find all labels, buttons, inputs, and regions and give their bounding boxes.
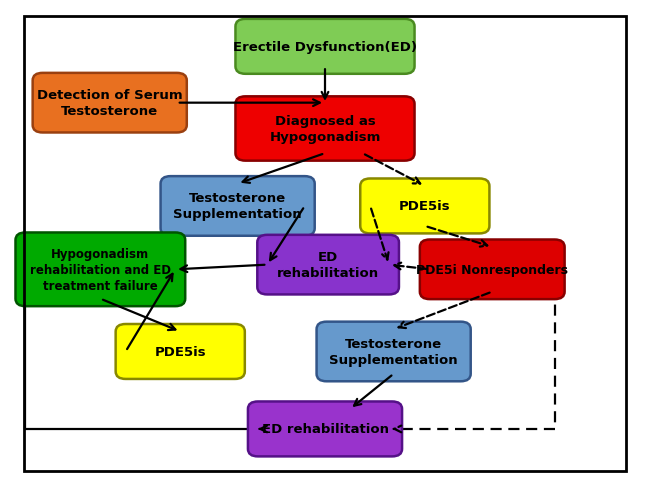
Text: Diagnosed as
Hypogonadism: Diagnosed as Hypogonadism — [269, 115, 381, 143]
FancyBboxPatch shape — [317, 322, 471, 382]
Text: PDE5is: PDE5is — [155, 346, 206, 358]
FancyBboxPatch shape — [32, 74, 187, 133]
Text: Detection of Serum
Testosterone: Detection of Serum Testosterone — [37, 89, 183, 118]
Text: ED rehabilitation: ED rehabilitation — [261, 423, 389, 435]
FancyBboxPatch shape — [235, 97, 415, 162]
FancyBboxPatch shape — [420, 240, 565, 300]
Text: Hypogonadism
rehabilitation and ED
treatment failure: Hypogonadism rehabilitation and ED treat… — [30, 247, 171, 292]
FancyBboxPatch shape — [248, 402, 402, 456]
Text: Testosterone
Supplementation: Testosterone Supplementation — [174, 192, 302, 221]
Text: ED
rehabilitation: ED rehabilitation — [277, 251, 379, 280]
Text: Testosterone
Supplementation: Testosterone Supplementation — [330, 337, 458, 366]
FancyBboxPatch shape — [116, 325, 245, 379]
FancyBboxPatch shape — [235, 20, 415, 75]
FancyBboxPatch shape — [257, 235, 399, 295]
Text: PDE5is: PDE5is — [399, 200, 450, 213]
Text: PDE5i Nonresponders: PDE5i Nonresponders — [416, 264, 568, 276]
Text: Erectile Dysfunction(ED): Erectile Dysfunction(ED) — [233, 41, 417, 54]
FancyBboxPatch shape — [161, 177, 315, 236]
FancyBboxPatch shape — [360, 179, 489, 234]
FancyBboxPatch shape — [16, 233, 185, 306]
